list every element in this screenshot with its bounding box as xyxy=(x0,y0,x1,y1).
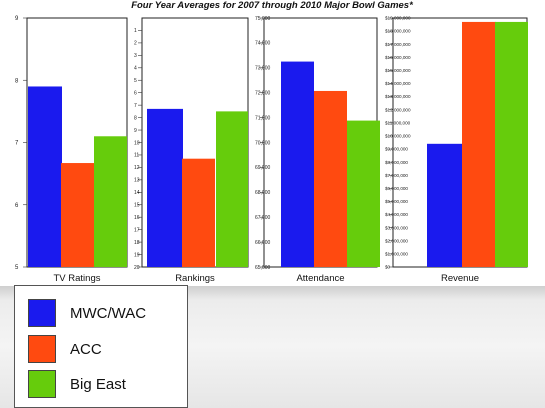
y-tick-label: 5 xyxy=(15,265,19,271)
legend: MWC/WAC ACC Big East xyxy=(14,285,188,408)
y-tick-label: 9 xyxy=(134,128,137,134)
y-tick-label: 66,000 xyxy=(255,240,271,246)
y-tick-label: $4,000,000 xyxy=(385,212,408,217)
x-axis-label: Attendance xyxy=(296,273,344,284)
x-axis-label: Revenue xyxy=(441,273,479,284)
y-tick-label: 5 xyxy=(134,78,137,84)
y-tick-label: $5,000,000 xyxy=(385,199,408,204)
y-tick-label: 8 xyxy=(134,115,137,121)
y-tick-label: $16,000,000 xyxy=(385,55,411,60)
y-tick-label: $1,000,000 xyxy=(385,252,408,257)
bar-acc xyxy=(61,163,94,267)
y-tick-label: 69,000 xyxy=(255,165,271,171)
y-tick-label: $7,000,000 xyxy=(385,173,408,178)
y-tick-label: 12 xyxy=(134,165,140,171)
bar-mwc-wac xyxy=(281,61,314,268)
y-tick-label: 7 xyxy=(134,103,137,109)
bar-big-east xyxy=(347,120,380,267)
legend-label: Big East xyxy=(70,375,126,393)
y-tick-label: 9 xyxy=(15,16,19,22)
y-tick-label: 72,000 xyxy=(255,90,271,96)
bar-mwc-wac xyxy=(28,86,62,267)
y-tick-label: 74,000 xyxy=(255,41,271,47)
y-tick-label: 4 xyxy=(134,66,137,72)
y-tick-label: 11 xyxy=(134,153,139,159)
bar-acc xyxy=(182,158,215,267)
legend-swatch xyxy=(28,299,56,327)
chart-title: Four Year Averages for 2007 through 2010… xyxy=(131,0,414,11)
y-tick-label: $6,000,000 xyxy=(385,186,408,191)
y-tick-label: 7 xyxy=(15,141,19,147)
y-tick-label: $15,000,000 xyxy=(385,68,411,73)
legend-label: MWC/WAC xyxy=(70,304,147,322)
y-tick-label: 17 xyxy=(134,227,140,233)
y-tick-label: $2,000,000 xyxy=(385,238,408,243)
y-tick-label: 19 xyxy=(134,252,140,258)
y-tick-label: $19,000,000 xyxy=(385,16,411,21)
y-tick-label: 70,000 xyxy=(255,140,271,146)
x-axis-label: Rankings xyxy=(175,273,215,284)
legend-item: ACC xyxy=(28,334,102,364)
bar-big-east xyxy=(94,136,127,267)
y-tick-label: $10,000,000 xyxy=(385,134,411,139)
legend-swatch xyxy=(28,370,56,398)
y-tick-label: 73,000 xyxy=(255,66,271,72)
y-tick-label: 71,000 xyxy=(255,115,271,121)
legend-label: ACC xyxy=(70,340,102,358)
bar-acc xyxy=(462,21,496,267)
y-tick-label: 20 xyxy=(134,265,140,271)
y-tick-label: $12,000,000 xyxy=(385,107,411,112)
y-tick-label: 75,000 xyxy=(255,16,271,22)
y-tick-label: $13,000,000 xyxy=(385,94,411,99)
y-tick-label: 6 xyxy=(134,90,137,96)
y-tick-label: $8,000,000 xyxy=(385,160,408,165)
y-tick-label: $3,000,000 xyxy=(385,225,408,230)
y-tick-label: 1 xyxy=(134,28,137,34)
y-tick-label: 14 xyxy=(134,190,140,196)
x-axis-label: TV Ratings xyxy=(54,273,101,284)
bar-mwc-wac xyxy=(147,108,183,267)
bar-mwc-wac xyxy=(427,143,462,267)
y-tick-label: 2 xyxy=(134,41,137,47)
y-tick-label: 16 xyxy=(134,215,140,221)
y-tick-label: 15 xyxy=(134,203,140,209)
legend-item: MWC/WAC xyxy=(28,298,146,328)
bar-big-east xyxy=(216,111,248,267)
y-tick-label: 3 xyxy=(134,53,137,59)
legend-swatch xyxy=(28,335,56,363)
y-tick-label: $11,000,000 xyxy=(385,120,411,125)
y-tick-label: 65,000 xyxy=(255,265,271,271)
bar-big-east xyxy=(495,21,528,267)
bowl-games-charts: Four Year Averages for 2007 through 2010… xyxy=(15,0,528,284)
y-tick-label: 13 xyxy=(134,178,140,184)
bar-acc xyxy=(314,90,347,267)
y-tick-label: 67,000 xyxy=(255,215,271,221)
y-tick-label: 6 xyxy=(15,203,19,209)
y-tick-label: $14,000,000 xyxy=(385,81,411,86)
legend-item: Big East xyxy=(28,369,126,399)
y-tick-label: $0 xyxy=(385,265,391,270)
y-tick-label: $18,000,000 xyxy=(385,29,411,34)
y-tick-label: 8 xyxy=(15,78,19,84)
y-tick-label: 10 xyxy=(134,140,140,146)
y-tick-label: $9,000,000 xyxy=(385,147,408,152)
y-tick-label: 18 xyxy=(134,240,140,246)
y-tick-label: $17,000,000 xyxy=(385,42,411,47)
y-tick-label: 68,000 xyxy=(255,190,271,196)
